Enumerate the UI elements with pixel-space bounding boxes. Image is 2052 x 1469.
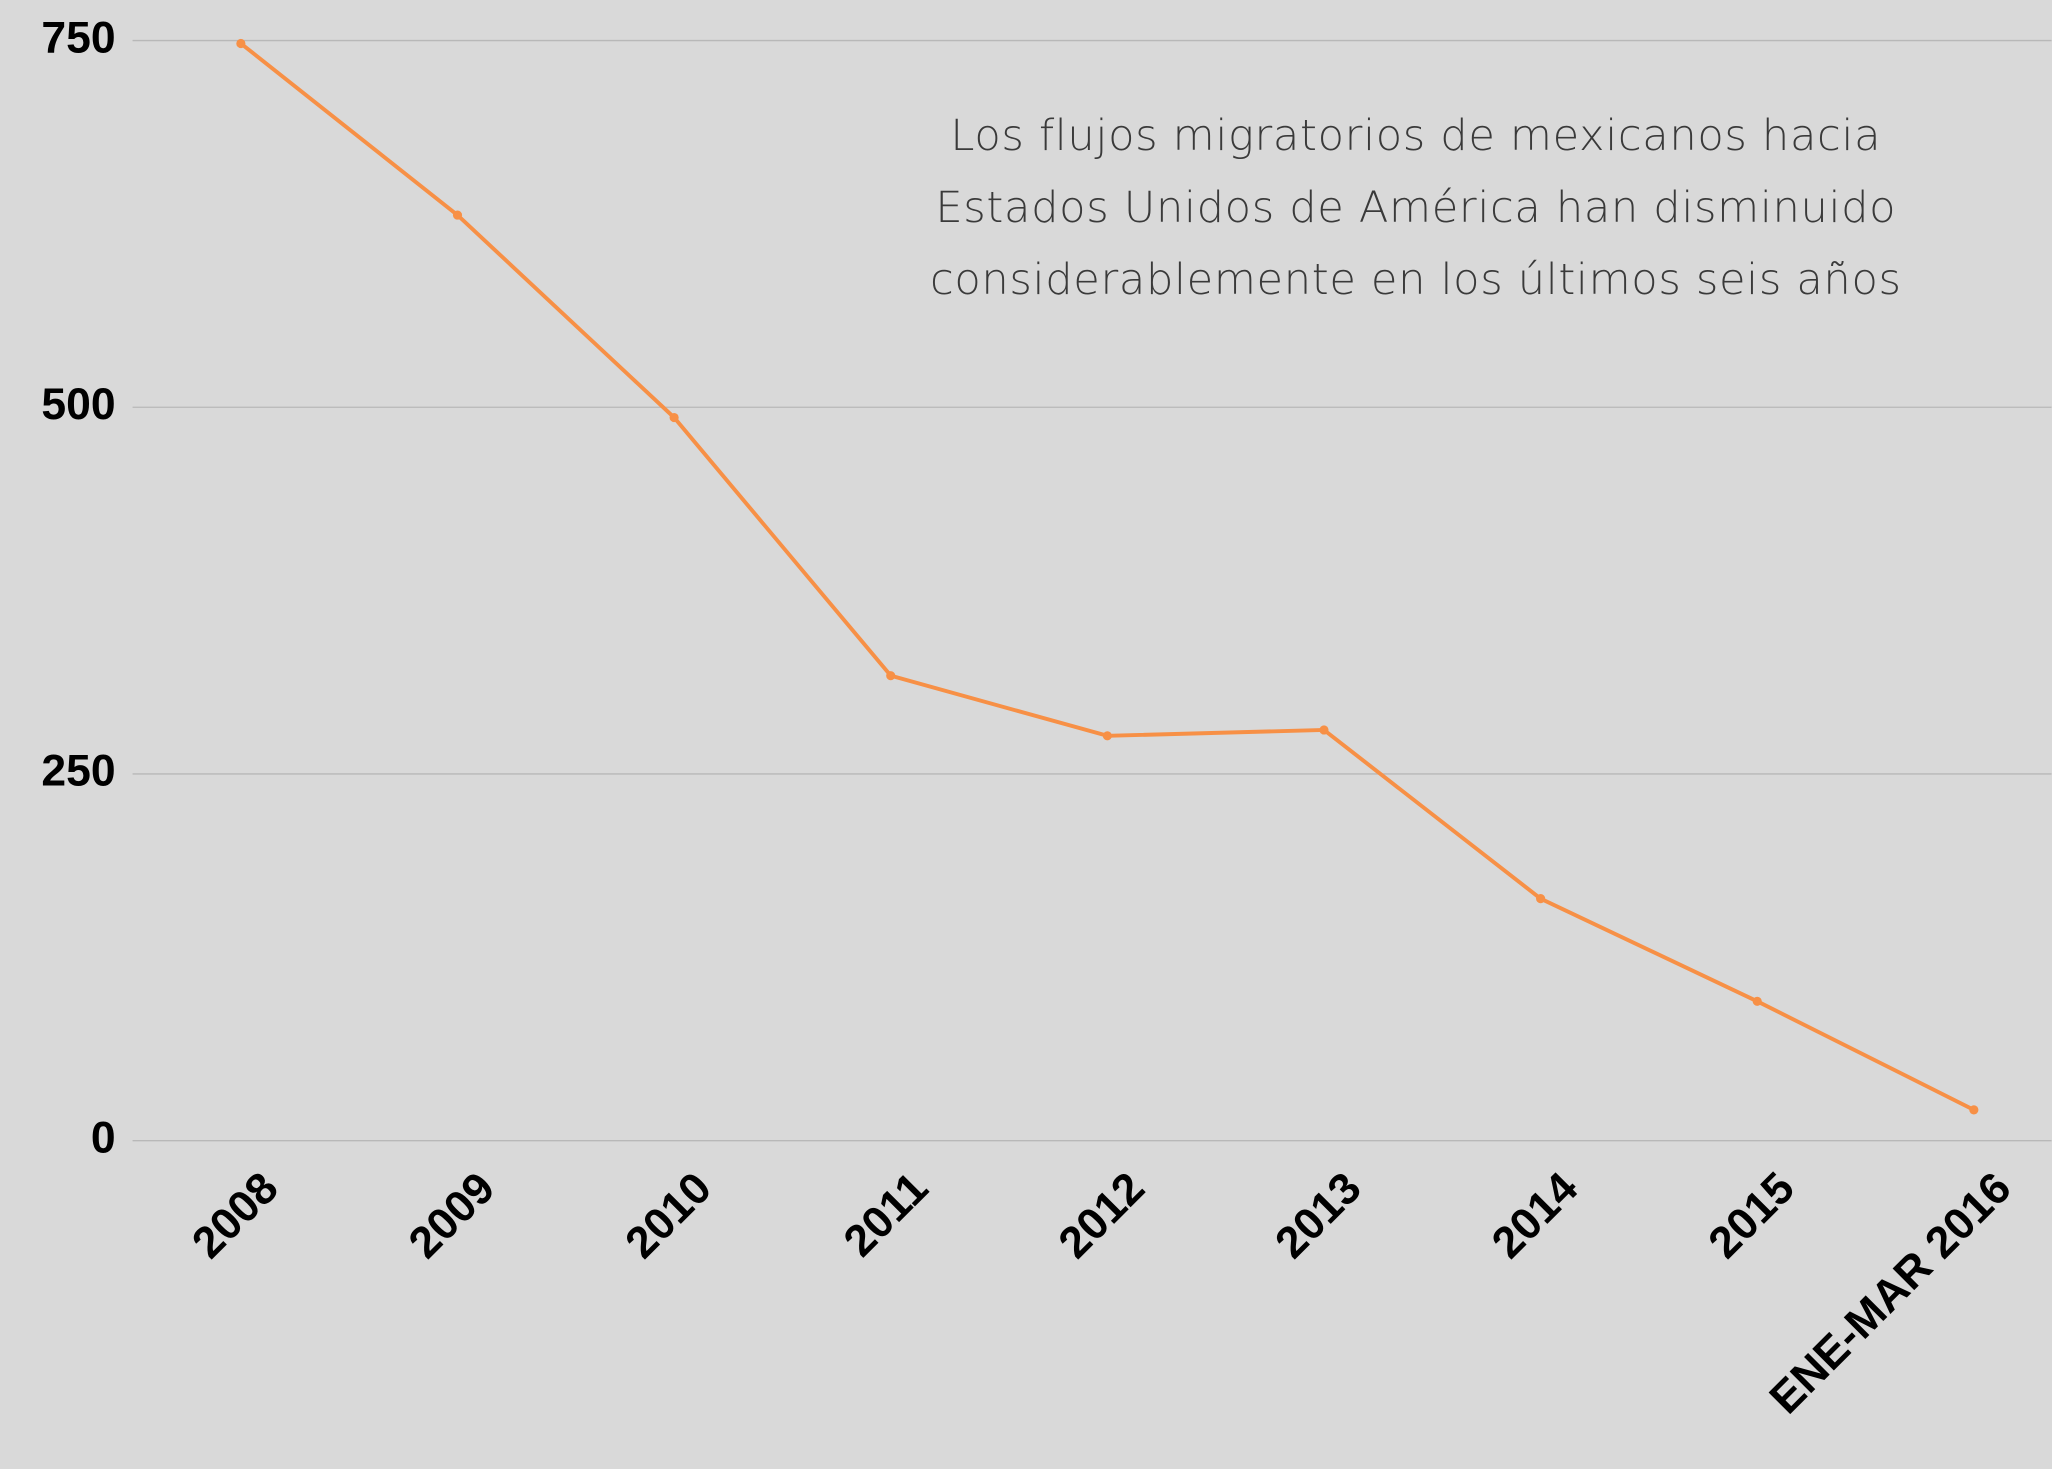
- point: [1536, 894, 1546, 904]
- annotation-line: Los flujos migratorios de mexicanos haci…: [950, 111, 1881, 161]
- point: [886, 671, 896, 681]
- y-tick-label: 500: [41, 380, 115, 429]
- y-tick-label: 750: [41, 13, 115, 62]
- point: [452, 210, 463, 220]
- y-tick-label: 250: [41, 747, 115, 796]
- annotation: Los flujos migratorios de mexicanos haci…: [930, 111, 1902, 305]
- point: [1752, 996, 1762, 1006]
- point: [1319, 725, 1329, 735]
- point: [236, 38, 246, 49]
- annotation-line: Estados Unidos de América han disminuido: [935, 183, 1896, 233]
- point: [1102, 731, 1112, 741]
- point: [1969, 1105, 1979, 1115]
- annotation-line: considerablemente en los últimos seis añ…: [930, 255, 1902, 305]
- y-tick-label: 0: [91, 1113, 116, 1162]
- point: [669, 412, 679, 423]
